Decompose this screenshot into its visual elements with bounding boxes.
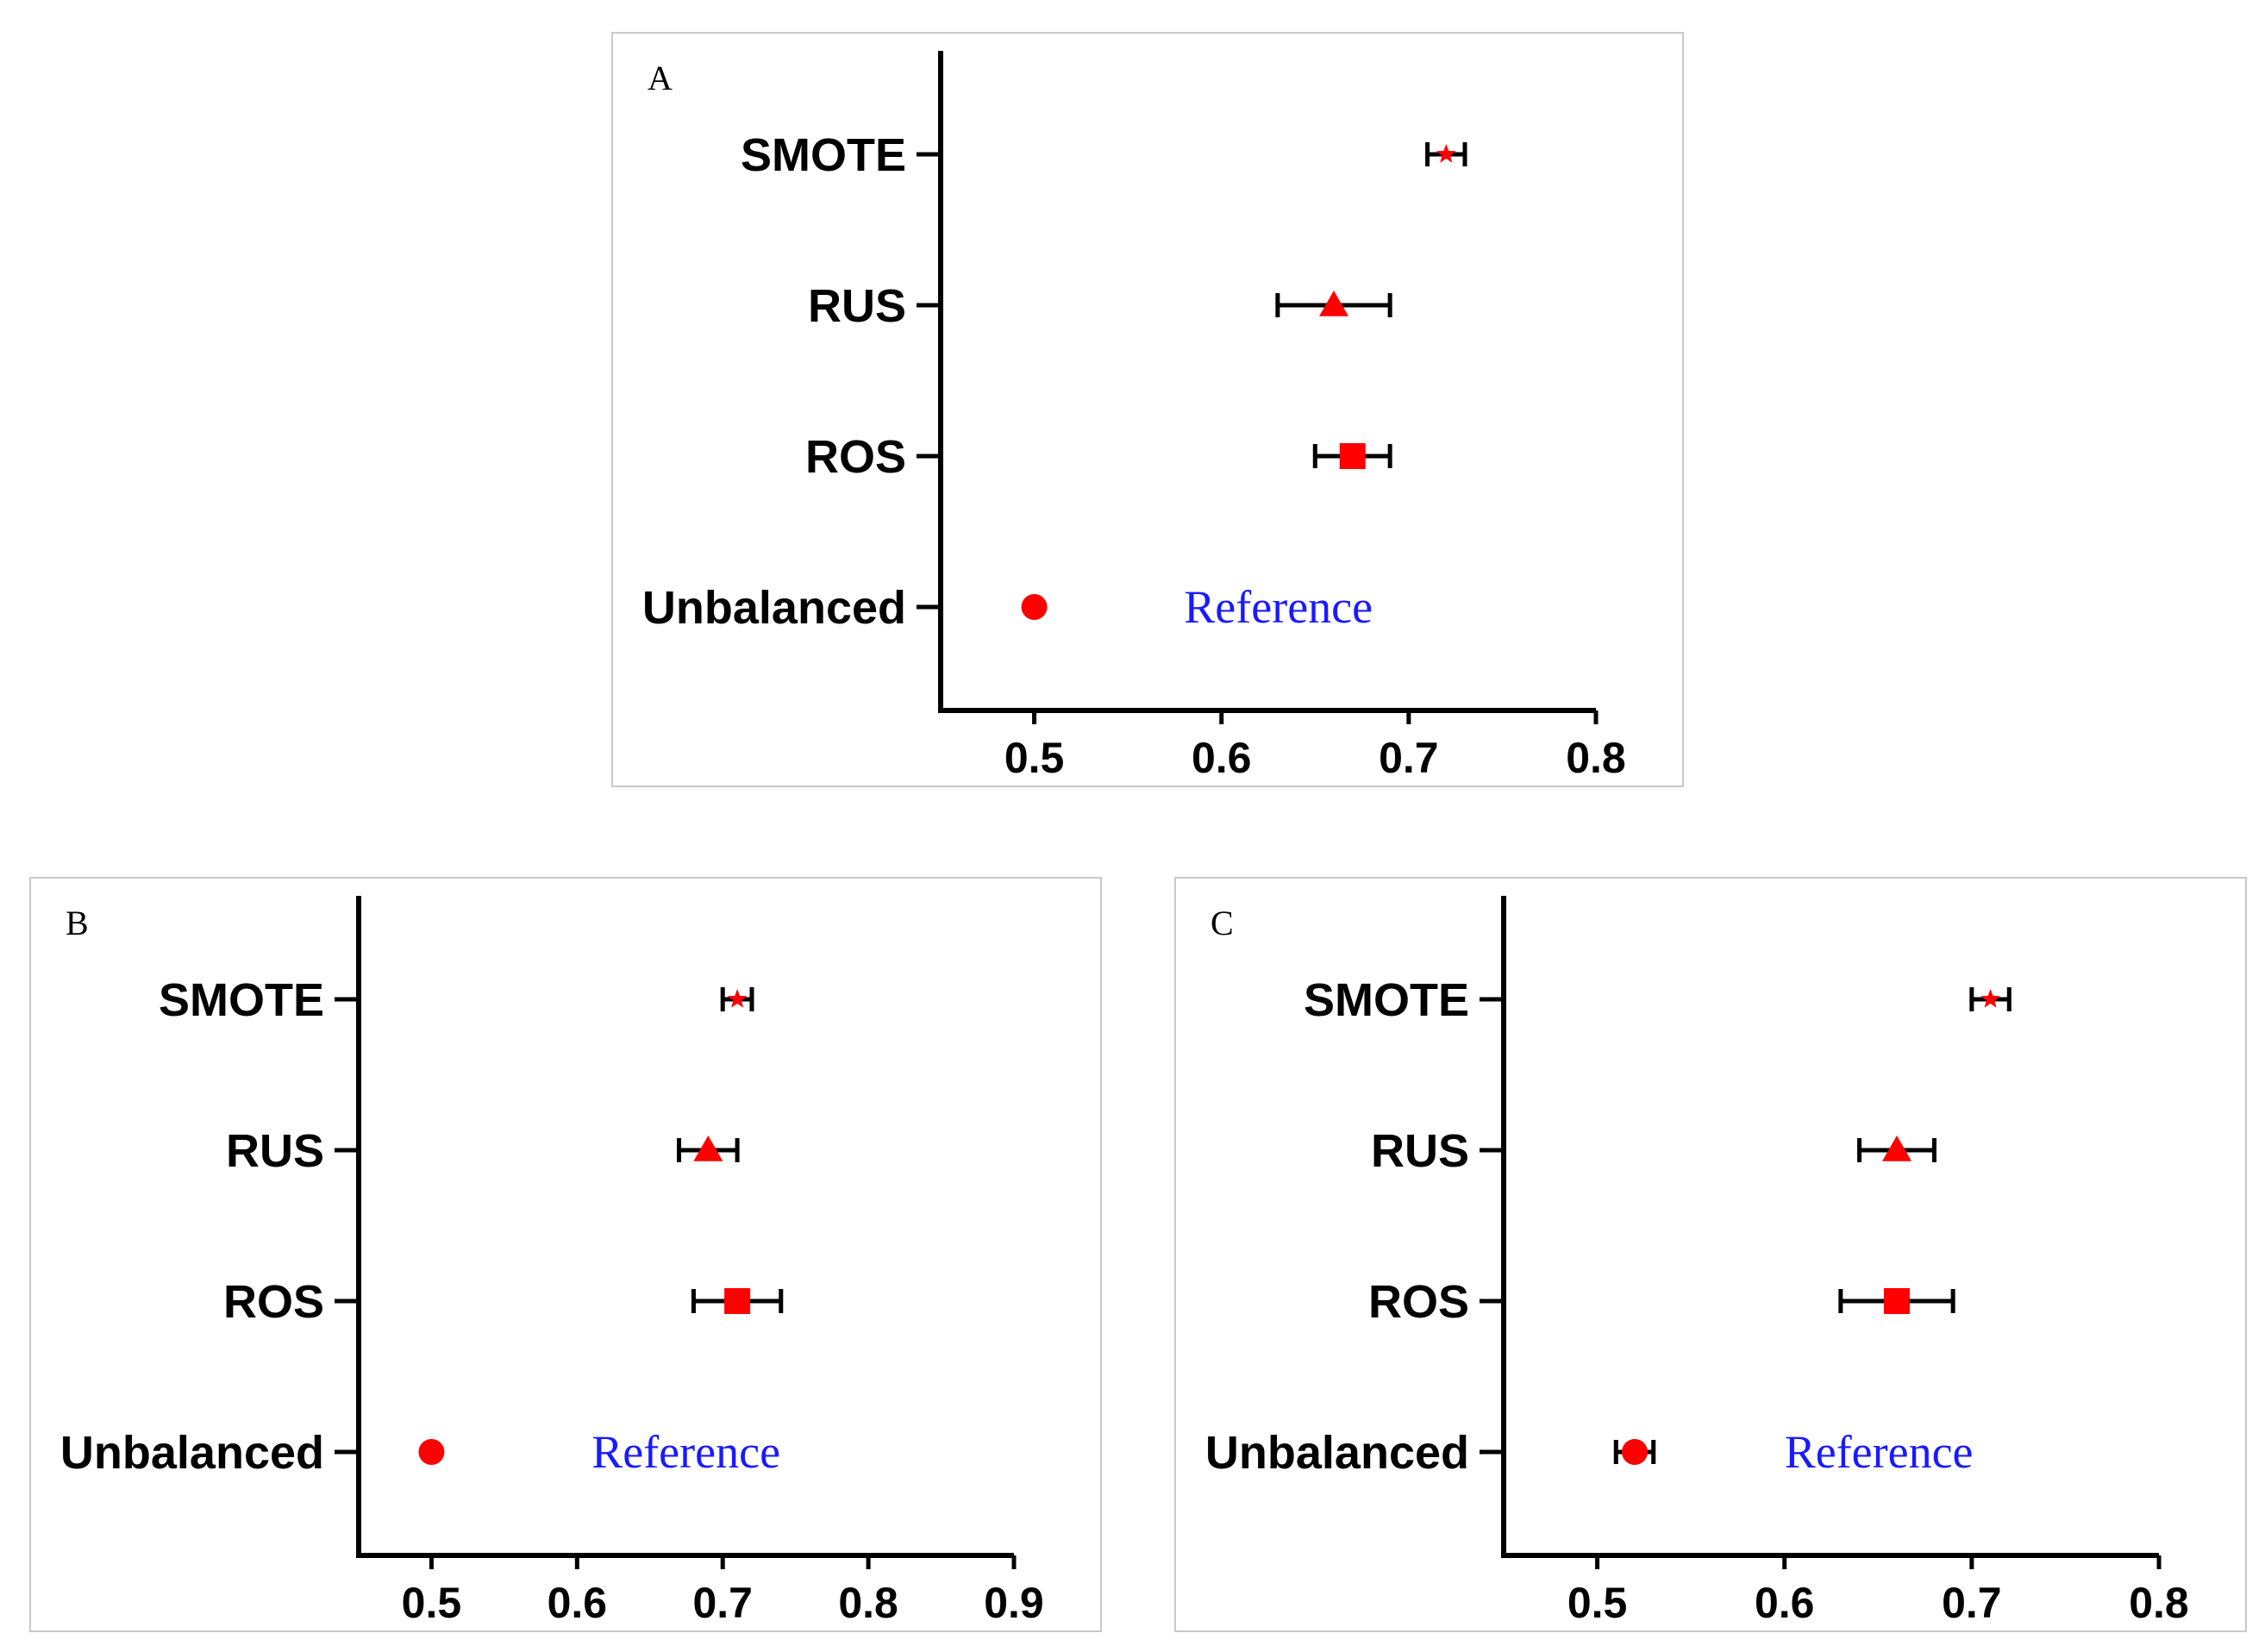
chart-b-point-rus: [693, 1136, 723, 1161]
chart-b-category-label: SMOTE: [159, 974, 324, 1026]
chart-a-x-tick-label: 0.6: [1192, 734, 1252, 782]
chart-c-category-label: RUS: [1371, 1125, 1469, 1177]
chart-b-category-label: Unbalanced: [60, 1427, 324, 1479]
chart-panel-a: A 0.5 0.6 0.7 0.8 SMOTE RUS ROS Unbalanced Refere…: [611, 32, 1684, 787]
chart-a-x-tick-label: 0.8: [1566, 734, 1626, 782]
chart-b-x-tick-label: 0.7: [692, 1579, 753, 1627]
chart-a-reference-label: Reference: [1184, 581, 1373, 633]
chart-a-point-unbalanced: [1021, 594, 1048, 620]
chart-b-point-unbalanced: [418, 1439, 445, 1465]
chart-b-point-smote: [727, 989, 748, 1008]
chart-b-category-label: ROS: [223, 1276, 324, 1328]
chart-c-x-tick-label: 0.5: [1567, 1579, 1628, 1627]
chart-panel-b: B 0.5 0.6 0.7 0.8 0.9 SMOTE RUS ROS Unbalanced Ref…: [29, 877, 1102, 1632]
chart-b-panel-letter: B: [66, 904, 89, 942]
chart-b-x-tick-label: 0.8: [838, 1579, 898, 1627]
chart-c-category-label: SMOTE: [1304, 974, 1469, 1026]
chart-a-category-label: Unbalanced: [642, 582, 906, 634]
chart-c-point-rus: [1882, 1136, 1911, 1161]
chart-b-x-tick-label: 0.9: [984, 1579, 1044, 1627]
chart-c-x-tick-label: 0.8: [2129, 1579, 2189, 1627]
chart-b-category-label: RUS: [226, 1125, 324, 1177]
chart-a-category-label: RUS: [808, 280, 906, 332]
chart-a-category-label: SMOTE: [741, 129, 906, 181]
chart-a-svg: A 0.5 0.6 0.7 0.8 SMOTE RUS ROS Unbalanced Refere…: [642, 51, 1626, 782]
chart-b-svg: B 0.5 0.6 0.7 0.8 0.9 SMOTE RUS ROS Unbalanced Ref…: [60, 896, 1044, 1627]
chart-c-svg: C 0.5 0.6 0.7 0.8 SMOTE RUS ROS Unbalanced Refere…: [1205, 896, 2189, 1627]
chart-c-x-tick-label: 0.7: [1942, 1579, 2002, 1627]
chart-a-point-ros: [1339, 443, 1366, 469]
chart-a-panel-letter: A: [648, 59, 673, 97]
chart-c-reference-label: Reference: [1785, 1426, 1974, 1478]
chart-c-point-smote: [1980, 989, 2000, 1008]
chart-a-x-tick-label: 0.5: [1004, 734, 1065, 782]
chart-b-reference-label: Reference: [591, 1426, 780, 1478]
chart-c-category-label: Unbalanced: [1205, 1427, 1469, 1479]
chart-c-panel-letter: C: [1211, 904, 1234, 942]
chart-panel-c: C 0.5 0.6 0.7 0.8 SMOTE RUS ROS Unbalanced Refere…: [1174, 877, 2247, 1632]
chart-a-point-rus: [1319, 291, 1348, 316]
chart-b-x-tick-label: 0.6: [547, 1579, 608, 1627]
chart-b-point-ros: [724, 1288, 751, 1314]
chart-c-point-unbalanced: [1622, 1439, 1648, 1465]
chart-c-x-tick-label: 0.6: [1755, 1579, 1815, 1627]
chart-b-x-tick-label: 0.5: [402, 1579, 462, 1627]
chart-a-category-label: ROS: [805, 431, 906, 483]
chart-c-point-ros: [1884, 1288, 1910, 1314]
chart-a-x-tick-label: 0.7: [1379, 734, 1439, 782]
chart-c-category-label: ROS: [1368, 1276, 1469, 1328]
chart-a-point-smote: [1436, 144, 1456, 163]
